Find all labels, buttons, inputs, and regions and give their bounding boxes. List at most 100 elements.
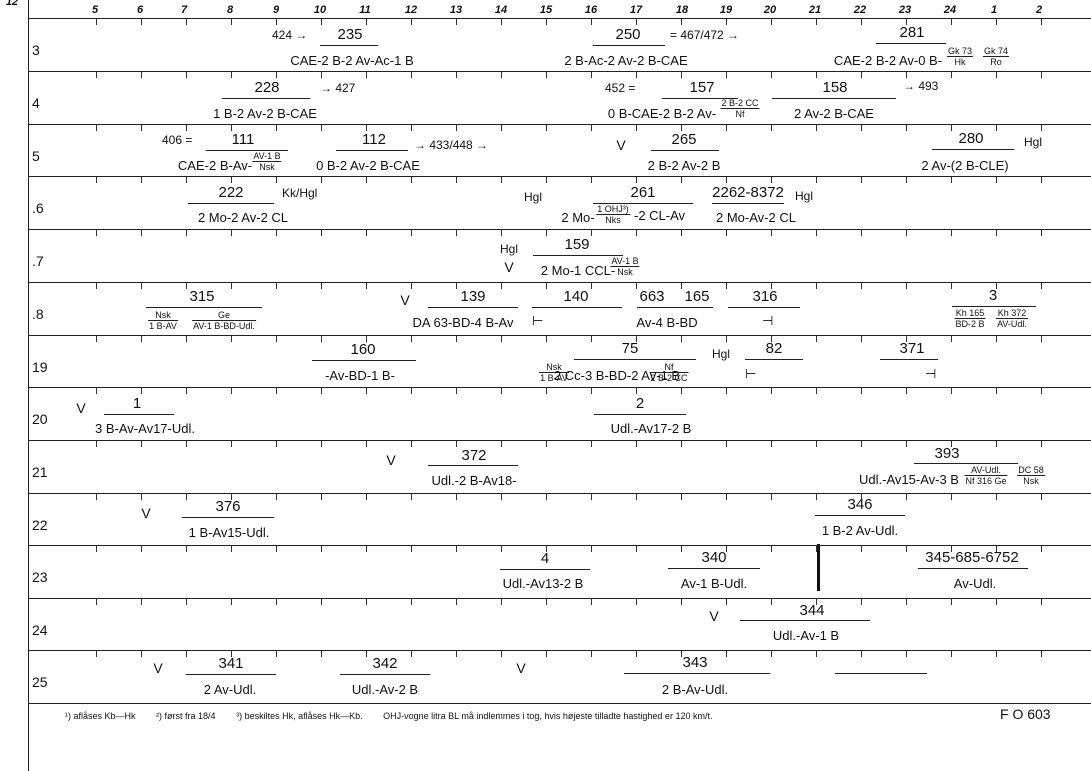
hour-label: 11 [359, 4, 371, 16]
hour-tick [636, 494, 637, 500]
train-160-bar [574, 359, 696, 360]
train-75-bar [745, 359, 803, 360]
hour-tick [816, 72, 817, 78]
hour-tick [591, 72, 592, 78]
train-222-bar [188, 203, 274, 204]
row-label: 19 [32, 359, 48, 375]
hour-tick [951, 441, 952, 447]
hour-tick [411, 283, 412, 289]
hour-tick [186, 72, 187, 78]
row-divider [28, 229, 1091, 230]
hour-tick [276, 651, 277, 657]
train-159-bar [533, 255, 623, 256]
hour-tick [186, 125, 187, 131]
v-mark: V [400, 292, 410, 308]
hour-tick [861, 599, 862, 605]
train-265-bar [651, 150, 719, 151]
hour-tick [276, 72, 277, 78]
hour-tick [276, 230, 277, 236]
hour-tick [321, 336, 322, 342]
hour-tick [591, 494, 592, 500]
hour-tick [96, 177, 97, 183]
hour-tick [501, 125, 502, 131]
hour-tick [861, 125, 862, 131]
train-75-number: 82 [765, 340, 783, 357]
train-2262-composition: 2 Mo-Av-2 CL [716, 210, 796, 225]
train-82-bar [880, 359, 938, 360]
train-222-composition: 2 Mo-2 Av-2 CL [197, 210, 289, 225]
hour-tick [771, 494, 772, 500]
train-344-number: 341 [218, 655, 244, 672]
hour-tick [186, 546, 187, 552]
row-label: 20 [32, 411, 48, 427]
hour-tick [546, 230, 547, 236]
hour-tick [681, 177, 682, 183]
hour-tick [141, 230, 142, 236]
train-2262-bar [712, 203, 784, 204]
hour-tick [726, 177, 727, 183]
hour-tick [1041, 125, 1042, 131]
hour-tick [456, 125, 457, 131]
hour-label: 7 [180, 4, 188, 16]
hour-tick [546, 546, 547, 552]
hour-label: 24 [943, 4, 957, 16]
hour-tick [96, 283, 97, 289]
train-342-composition: 2 B-Av-Udl. [661, 682, 729, 697]
hour-tick [816, 19, 817, 25]
hour-tick [546, 651, 547, 657]
v-mark: V [153, 660, 163, 676]
hour-tick [456, 177, 457, 183]
train-393-composition: 1 B-Av15-Udl. [188, 525, 270, 540]
hour-tick [366, 177, 367, 183]
hour-tick [636, 599, 637, 605]
footnotes: ¹) aflåses Kb—Hk ²) først fra 18/4 ³) be… [65, 711, 730, 721]
hour-tick [771, 441, 772, 447]
train-3-bar [312, 360, 416, 361]
hour-tick [951, 546, 952, 552]
hour-tick [411, 388, 412, 394]
hour-tick [231, 441, 232, 447]
hour-tick [186, 599, 187, 605]
hour-tick [276, 546, 277, 552]
train-452-note: 452 = [605, 81, 636, 95]
left-border [28, 0, 29, 771]
hour-tick [681, 651, 682, 657]
train-315-fraction-b: Ge AV-1 B-BD-Udl. [192, 310, 256, 331]
train-393-number: 376 [215, 498, 241, 515]
row-label: 5 [32, 148, 40, 164]
hour-tick [141, 125, 142, 131]
hour-tick [1041, 546, 1042, 552]
hour-tick [411, 19, 412, 25]
train-112-bar [336, 150, 408, 151]
hour-tick [1041, 494, 1042, 500]
hour-tick [411, 599, 412, 605]
hour-tick [141, 72, 142, 78]
hour-tick [96, 546, 97, 552]
hour-tick [861, 388, 862, 394]
hour-tick [231, 388, 232, 394]
hour-tick [636, 19, 637, 25]
hour-tick [906, 494, 907, 500]
train-341-bar [340, 674, 430, 675]
hour-tick [96, 19, 97, 25]
hour-tick [636, 388, 637, 394]
hour-tick [186, 388, 187, 394]
hour-tick [861, 72, 862, 78]
hour-tick [501, 651, 502, 657]
train-111-number: 111 [231, 131, 255, 148]
hour-label: 17 [629, 4, 643, 16]
hgl-mark: Hgl [1024, 135, 1043, 149]
hour-tick [951, 19, 952, 25]
hour-tick [321, 599, 322, 605]
hour-tick [96, 336, 97, 342]
hour-tick [231, 494, 232, 500]
hour-tick [456, 651, 457, 657]
hour-tick [186, 283, 187, 289]
hour-tick [726, 230, 727, 236]
train-371-bar [104, 414, 174, 415]
train-280-composition: 2 Av-(2 B-CLE) [921, 158, 1009, 173]
train-315-number: 315 [189, 288, 215, 305]
hour-tick [321, 494, 322, 500]
hour-tick [501, 283, 502, 289]
train-346-composition: Udl.-Av13-2 B [502, 576, 584, 591]
